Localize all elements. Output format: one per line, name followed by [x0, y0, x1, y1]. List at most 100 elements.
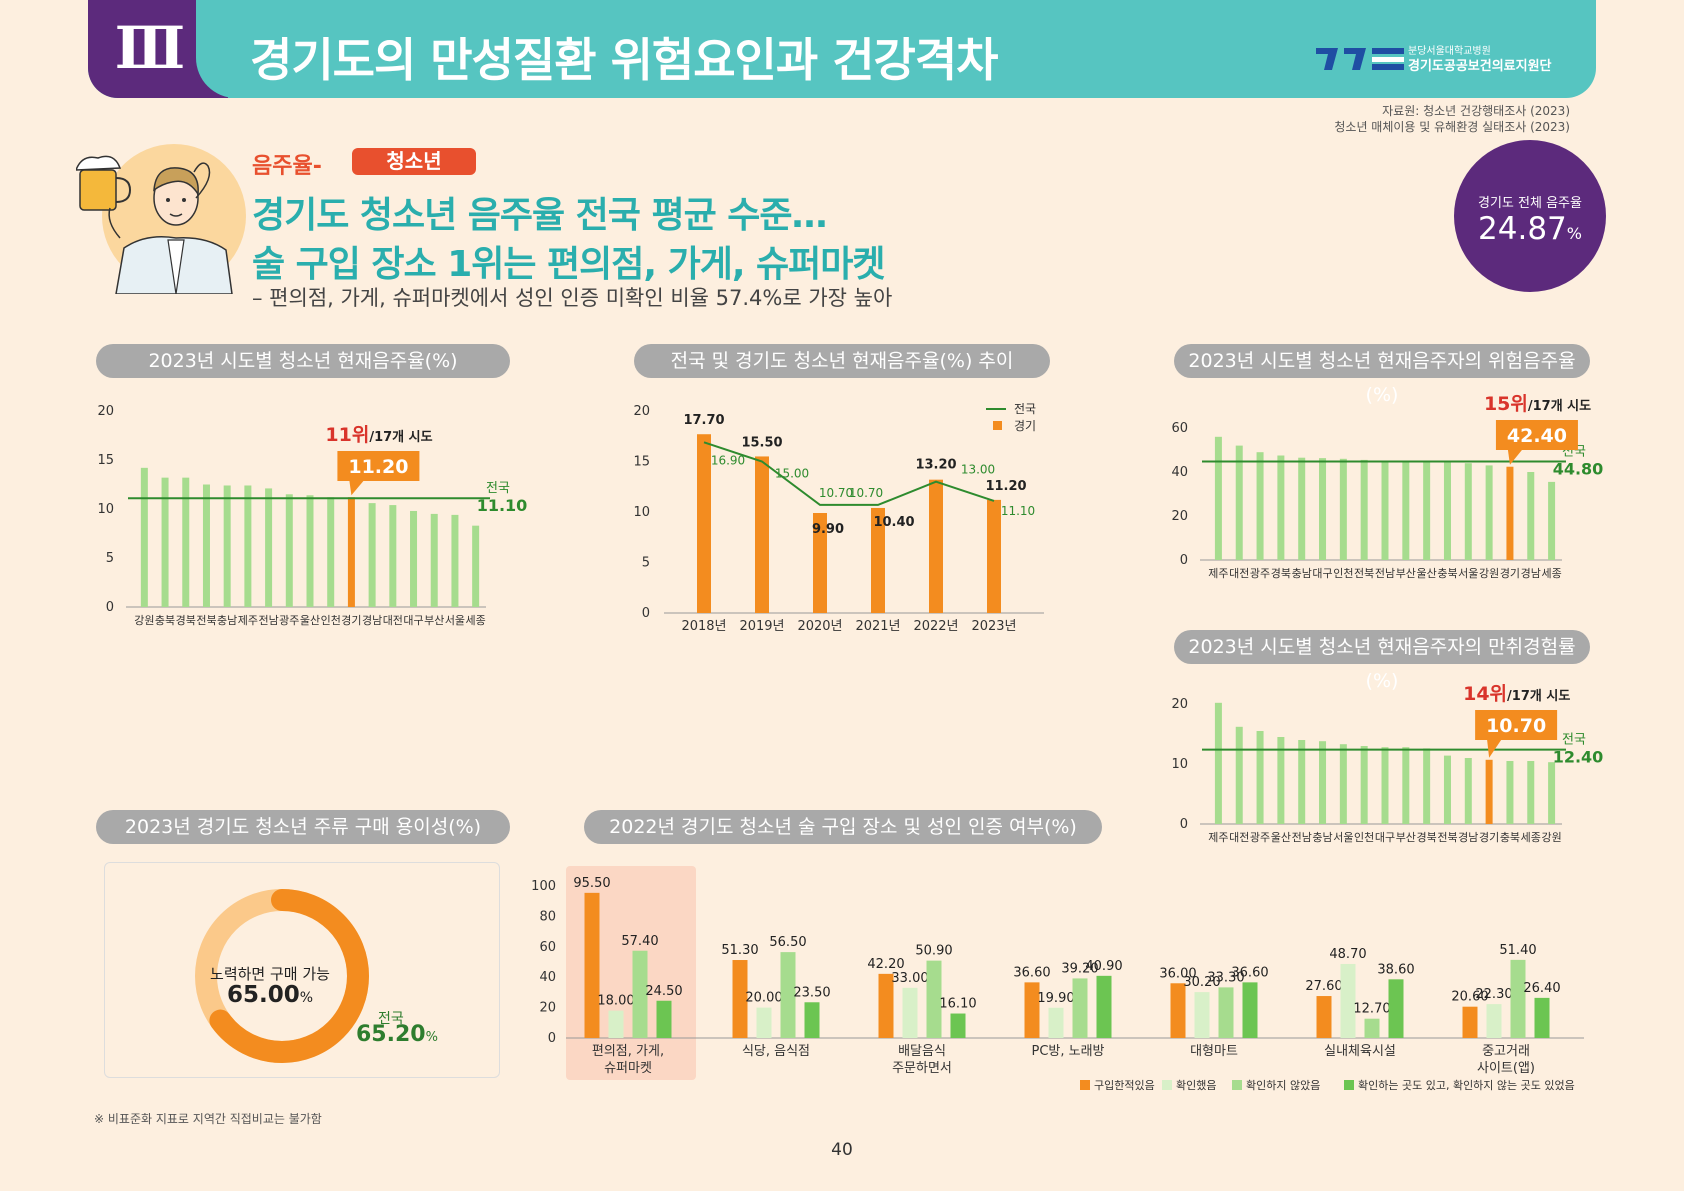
x-tick-label: 대전 [1229, 831, 1249, 844]
grouped-bar [1096, 975, 1112, 1038]
highlight-callout-box [1475, 710, 1558, 740]
grouped-bar [804, 1002, 820, 1038]
x-tick-label: 2019년 [739, 619, 784, 634]
source-line-2: 청소년 매체이용 및 유해환경 실태조사 (2023) [1334, 120, 1570, 134]
grouped-bar [1316, 996, 1332, 1038]
bar-value-label: 40.90 [1085, 959, 1122, 974]
x-tick-label: 전북 [1437, 831, 1457, 844]
chart1-regional-drinking-rate: 0 5 10 15 20 강원 충북 경북 전북 충남 제주 전남 광주 울산 인천 경기 경남 대전 대구 부산 서울… [97, 404, 528, 627]
bar-region [1381, 461, 1389, 560]
x-tick-label: 경북 [1271, 567, 1291, 580]
grouped-bar [1072, 978, 1088, 1038]
x-tick-label: 세종 [1521, 831, 1541, 844]
y-tick-label: 80 [539, 909, 556, 924]
x-tick-label: 세종 [1541, 567, 1561, 580]
y-tick-label: 15 [633, 455, 650, 470]
trend-bar [755, 456, 769, 613]
bar-value-label: 17.70 [683, 413, 724, 428]
trend-bar [987, 499, 1001, 613]
bar-highlight [347, 497, 355, 607]
x-tick-label: 서울 [445, 614, 465, 627]
grouped-bar [1194, 992, 1210, 1038]
bar-value-label: 30.20 [1183, 975, 1220, 990]
total-rate-label: 경기도 전체 음주율 [1478, 196, 1582, 211]
y-tick-label: 100 [531, 879, 556, 894]
x-tick-label: 부산 [424, 614, 444, 627]
x-tick-label: 서울 [1458, 567, 1478, 580]
bar-region [1485, 465, 1493, 560]
x-tick-label: 2022년 [913, 619, 958, 634]
bar-value-label: 57.40 [621, 934, 658, 949]
bar-highlight [1485, 759, 1493, 824]
bar-region [1319, 458, 1327, 560]
donut-national-label: 전국 [378, 1011, 404, 1027]
x-tick-label: 인천 [1354, 830, 1374, 844]
x-tick-label: 경남 [362, 614, 382, 627]
national-trend-line [703, 441, 995, 506]
x-tick-label: 식당, 음식점 [742, 1044, 810, 1059]
x-tick-label: 경남 [1458, 831, 1478, 844]
donut-value-unit: % [299, 990, 314, 1006]
bar-value-label: 36.00 [1159, 966, 1196, 981]
bar-value-label: 42.20 [867, 957, 904, 972]
organization-logo-text: 분당서울대학교병원 경기도공공보건의료지원단 [1408, 44, 1552, 74]
bar-value-label: 33.30 [1207, 970, 1244, 985]
bar-region [1277, 737, 1285, 824]
grouped-bar [1534, 997, 1550, 1038]
bar-region [1235, 445, 1243, 560]
trend-bar [871, 507, 885, 613]
grouped-bar [656, 1000, 672, 1038]
legend-swatch [1162, 1080, 1172, 1090]
grouped-bar [1486, 1004, 1502, 1038]
bar-region [1235, 726, 1243, 824]
bar-region [202, 484, 210, 607]
rank-suffix: /17개 시도 [1528, 399, 1591, 414]
x-tick-label: 강원 [1541, 831, 1561, 844]
donut-national-number: 65.20 [356, 1022, 426, 1047]
bar-value-label: 10.40 [873, 515, 914, 530]
x-tick-label: 충남 [1312, 831, 1332, 844]
legend-label: 확인했음 [1176, 1079, 1216, 1092]
bar-region [1256, 731, 1264, 824]
x-tick-label: 제주 [238, 614, 258, 627]
total-rate-unit: % [1566, 224, 1582, 243]
bar-region [1443, 462, 1451, 560]
line-value-label: 16.90 [711, 453, 745, 467]
y-tick-label: 10 [97, 502, 114, 517]
donut-center-value: 65.00% [196, 982, 344, 1008]
x-tick-label: 경기 [1500, 567, 1520, 580]
x-tick-label: 주문하면서 [892, 1061, 952, 1076]
rank-label: 15위/17개 시도 [1484, 393, 1591, 415]
x-tick-label: 2023년 [971, 619, 1016, 634]
national-value-label: 11.10 [477, 496, 528, 515]
bar-region [1339, 744, 1347, 824]
bar-value-label: 51.40 [1499, 943, 1536, 958]
line-value-label: 15.00 [775, 467, 809, 481]
grouped-bar [878, 973, 894, 1038]
bar-region [1381, 747, 1389, 824]
bar-value-label: 20.60 [1451, 990, 1488, 1005]
bar-region [285, 494, 293, 607]
source-line-1: 자료원: 청소년 건강행태조사 (2023) [1382, 104, 1570, 118]
chart5-title: 2023년 경기도 청소년 주류 구매 용이성(%) [96, 810, 510, 844]
bar-value-label: 39.20 [1061, 961, 1098, 976]
bar-region [410, 510, 418, 607]
bar-region [1423, 748, 1431, 824]
chart2-title: 전국 및 경기도 청소년 현재음주율(%) 추이 [634, 344, 1050, 378]
x-tick-label: 전남 [258, 614, 278, 627]
headline-subtext: – 편의점, 가게, 슈퍼마켓에서 성인 인증 미확인 비율 57.4%로 가장… [252, 286, 893, 310]
y-tick-label: 0 [548, 1031, 556, 1046]
y-tick-label: 60 [539, 940, 556, 955]
bar-value-label: 15.50 [741, 435, 782, 450]
topic-tag: 청소년 [352, 148, 476, 175]
headline-line-2: 술 구입 장소 1위는 편의점, 가게, 슈퍼마켓 [252, 244, 886, 285]
chart3-title: 2023년 시도별 청소년 현재음주자의 위험음주율(%) [1174, 344, 1590, 406]
bar-value-label: 27.60 [1305, 979, 1342, 994]
bar-region [389, 505, 397, 607]
y-tick-label: 10 [633, 505, 650, 520]
x-tick-label: 전북 [1354, 567, 1374, 580]
y-tick-label: 20 [97, 404, 114, 419]
chart1-title: 2023년 시도별 청소년 현재음주율(%) [96, 344, 510, 378]
bar-region [140, 467, 148, 607]
grouped-bar [950, 1013, 966, 1038]
